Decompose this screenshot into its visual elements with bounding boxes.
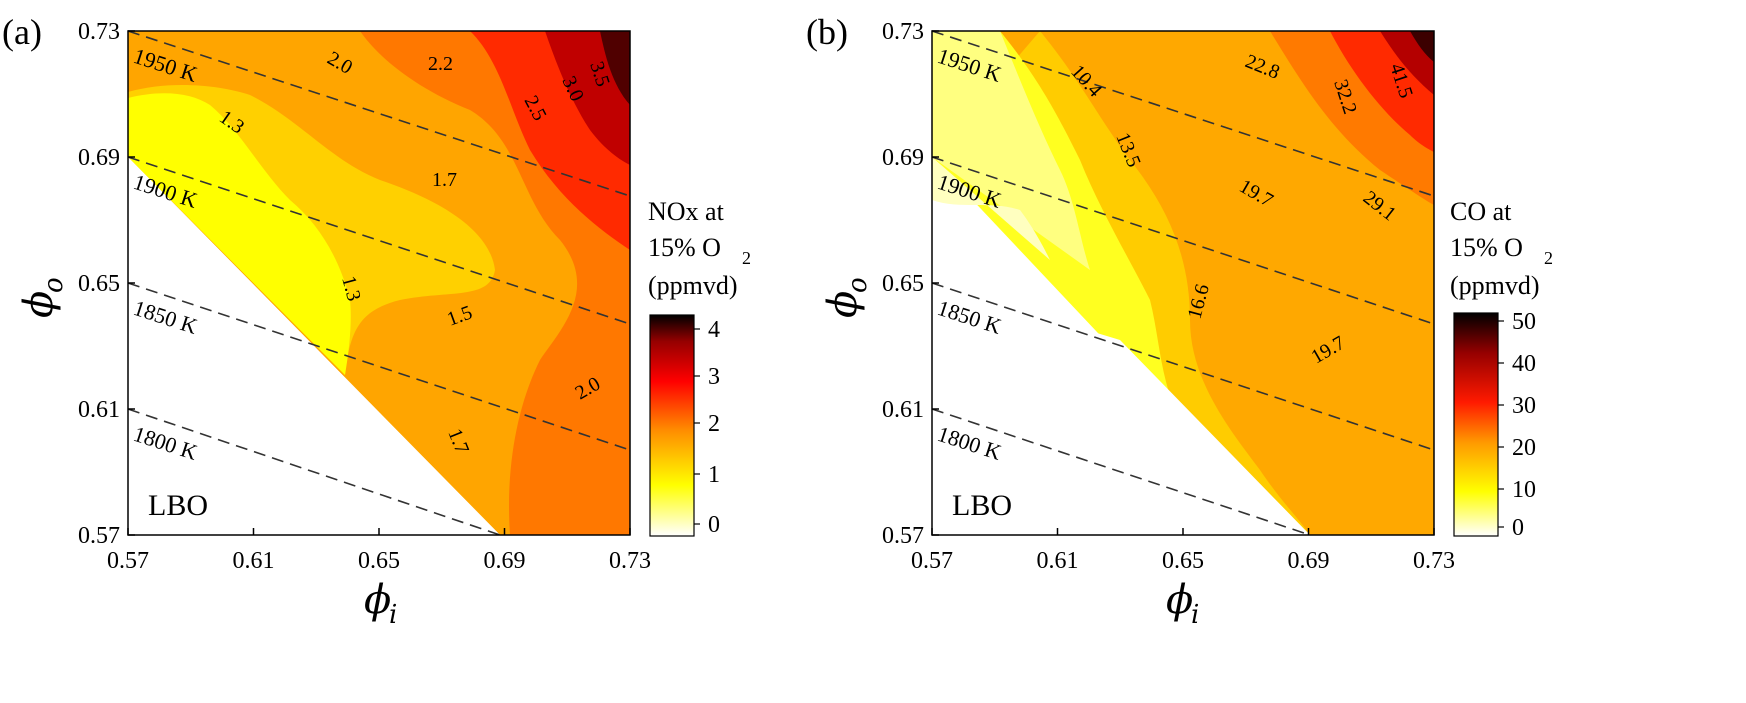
colorbar-b: CO at 15% O 2 (ppmvd) 50 40 30 20 10 0 <box>1450 197 1553 541</box>
isotherm-1800-a <box>127 408 501 536</box>
x-tick-a-1: 0.61 <box>233 548 275 574</box>
colorbar-tick-b-4: 10 <box>1512 477 1536 503</box>
contour-label-a-1: 2.2 <box>428 53 453 75</box>
y-tick-a-0: 0.57 <box>78 523 120 549</box>
isotherm-1950-b <box>931 30 1435 197</box>
colorbar-a: NOx at 15% O 2 (ppmvd) 4 3 2 1 0 <box>648 197 751 538</box>
lbo-region-b-triangle <box>932 283 1310 535</box>
colorbar-title-a-2: (ppmvd) <box>648 271 738 300</box>
colorbar-tick-a-2: 2 <box>708 411 720 437</box>
contour-region-a-maroon <box>600 31 630 105</box>
y-axis-label-b: ϕ o <box>820 277 873 318</box>
panel-label-a: (a) <box>2 12 42 52</box>
svg-text:ϕ: ϕ <box>364 577 391 623</box>
colorbar-tick-a-3: 1 <box>708 462 720 488</box>
x-tick-b-4: 0.73 <box>1413 548 1455 574</box>
x-axis-label-b: ϕ i <box>1166 577 1199 630</box>
y-tick-a-1: 0.61 <box>78 397 120 423</box>
colorbar-title-a-0: NOx at <box>648 197 725 226</box>
contour-region-b-pale <box>932 157 1050 260</box>
x-axis-label-a: ϕ i <box>364 577 397 630</box>
svg-text:o: o <box>39 277 69 293</box>
x-tick-b-2: 0.65 <box>1162 548 1204 574</box>
colorbar-title-a-1: 15% O <box>648 233 721 262</box>
tick-marks-a <box>127 30 631 536</box>
panel-label-b: (b) <box>806 12 848 52</box>
y-tick-b-0: 0.57 <box>882 523 924 549</box>
isotherm-1950-a <box>127 30 631 197</box>
isotherm-1850-b <box>931 282 1435 451</box>
isotherm-1850-a <box>127 282 631 451</box>
svg-text:ϕ: ϕ <box>1166 577 1193 623</box>
x-tick-a-2: 0.65 <box>358 548 400 574</box>
y-tick-b-2: 0.65 <box>882 271 924 297</box>
colorbar-gradient-b <box>1453 312 1499 537</box>
colorbar-tick-b-3: 20 <box>1512 435 1536 461</box>
y-tick-a-2: 0.65 <box>78 271 120 297</box>
y-tick-b-1: 0.61 <box>882 397 924 423</box>
colorbar-tick-a-4: 0 <box>708 512 720 538</box>
contour-region-a-yellow <box>128 93 351 376</box>
colorbar-tick-b-5: 0 <box>1512 515 1524 541</box>
x-tick-a-0: 0.57 <box>107 548 149 574</box>
panel-b: (b) 1950 K 1900 K 1850 K 1800 K 10.4 22.… <box>806 12 1553 630</box>
colorbar-tick-b-0: 50 <box>1512 309 1536 335</box>
isotherms-b <box>931 30 1435 536</box>
contour-region-b-maroon <box>1410 31 1434 62</box>
y-tick-b-4: 0.73 <box>882 19 924 45</box>
colorbar-tick-b-2: 30 <box>1512 393 1536 419</box>
x-tick-b-3: 0.69 <box>1288 548 1330 574</box>
lbo-label-b: LBO <box>952 489 1012 522</box>
contour-label-a-6: 1.7 <box>432 169 457 191</box>
colorbar-tick-a-0: 4 <box>708 317 720 343</box>
svg-text:i: i <box>1191 600 1199 630</box>
svg-text:i: i <box>389 600 397 630</box>
x-tick-b-0: 0.57 <box>911 548 953 574</box>
x-tick-a-4: 0.73 <box>609 548 651 574</box>
svg-text:ϕ: ϕ <box>16 291 62 318</box>
colorbar-title-a-sub: 2 <box>742 248 751 268</box>
colorbar-tick-a-1: 3 <box>708 364 720 390</box>
y-tick-b-3: 0.69 <box>882 145 924 171</box>
contour-fill-b <box>932 31 1434 535</box>
svg-text:o: o <box>843 277 873 293</box>
tick-marks-b <box>931 30 1435 536</box>
isotherm-1800-b <box>931 408 1311 536</box>
colorbar-title-b-0: CO at <box>1450 197 1512 226</box>
y-axis-label-a: ϕ o <box>16 277 69 318</box>
colorbar-tick-b-1: 40 <box>1512 351 1536 377</box>
x-tick-b-1: 0.61 <box>1037 548 1079 574</box>
contour-region-b-paleyellow <box>932 31 1090 270</box>
colorbar-gradient-a <box>649 314 695 537</box>
isotherm-1900-a <box>127 156 631 325</box>
isotherms-a <box>127 30 631 536</box>
colorbar-title-b-1: 15% O <box>1450 233 1523 262</box>
y-tick-a-4: 0.73 <box>78 19 120 45</box>
contour-fill-a <box>128 31 630 535</box>
x-tick-a-3: 0.69 <box>484 548 526 574</box>
y-tick-a-3: 0.69 <box>78 145 120 171</box>
lbo-label-a: LBO <box>148 489 208 522</box>
colorbar-title-b-2: (ppmvd) <box>1450 271 1540 300</box>
svg-text:ϕ: ϕ <box>820 291 866 318</box>
isotherm-1900-b <box>931 156 1435 325</box>
colorbar-title-b-sub: 2 <box>1544 248 1553 268</box>
panel-a: (a) 1950 K 1900 K <box>2 12 751 630</box>
